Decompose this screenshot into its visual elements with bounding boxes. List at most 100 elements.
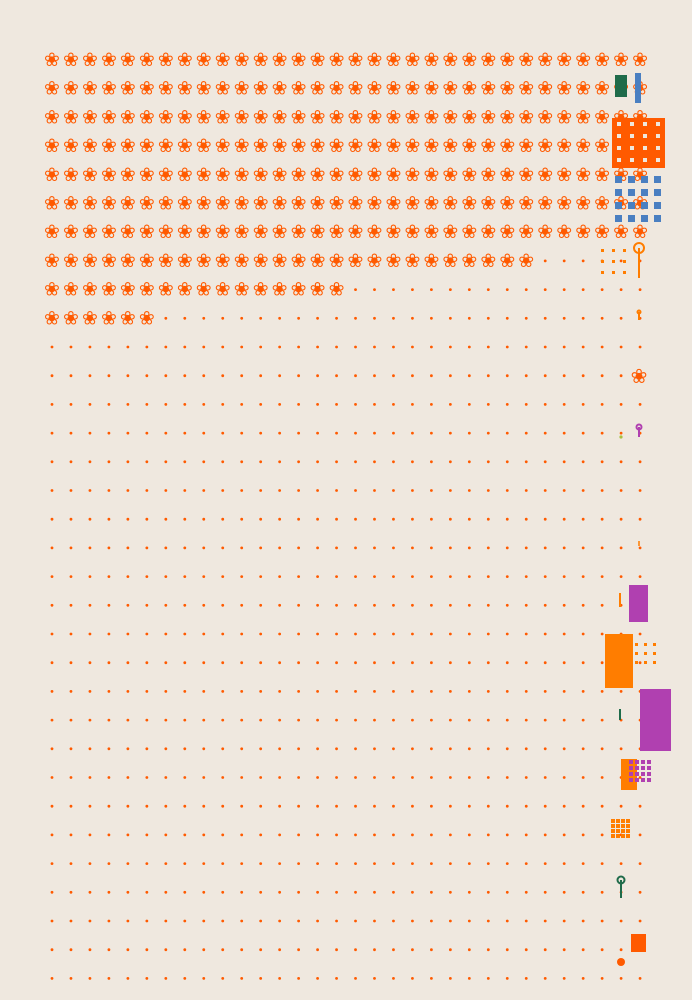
flower-glyph: ❀	[348, 78, 364, 100]
flower-glyph: ❀	[63, 164, 79, 186]
grid-dot	[411, 288, 414, 291]
flower-glyph: ❀	[291, 164, 307, 186]
flower-glyph: ❀	[291, 78, 307, 100]
grid-dot	[240, 460, 244, 464]
flower-glyph: ❀	[177, 193, 193, 215]
flower-glyph: ❀	[367, 78, 383, 100]
grid-dot	[486, 632, 490, 636]
flower-glyph: ❀	[215, 164, 231, 186]
flower-glyph: ❀	[272, 164, 288, 186]
grid-dot	[448, 804, 452, 808]
flower-glyph: ❀	[253, 193, 269, 215]
grid-dot	[373, 575, 376, 578]
grid-dot	[505, 345, 509, 349]
flower-glyph: ❀	[442, 78, 458, 100]
grid-dot	[448, 718, 452, 722]
grid-dot	[411, 489, 414, 492]
grid-dot	[524, 661, 528, 665]
grid-dot	[183, 747, 187, 751]
grid-dot	[126, 403, 130, 406]
flower-glyph: ❀	[120, 78, 136, 100]
grid-dot	[505, 776, 509, 779]
mark-dot	[616, 819, 620, 823]
grid-dot	[259, 919, 263, 923]
mark-dot	[615, 176, 622, 183]
flower-glyph: ❀	[385, 250, 401, 272]
flower-glyph: ❀	[461, 221, 477, 243]
mark-dot	[641, 202, 648, 209]
grid-dot	[69, 575, 73, 578]
grid-dot	[505, 718, 509, 722]
mark-dot	[641, 778, 645, 782]
grid-dot	[335, 603, 338, 607]
mark-dot	[635, 772, 639, 776]
flower-glyph: ❀	[499, 250, 515, 272]
flower-glyph: ❀	[385, 106, 401, 128]
grid-dot	[335, 489, 338, 492]
flower-glyph: ❀	[404, 250, 420, 272]
grid-dot	[107, 833, 111, 837]
grid-dot	[50, 776, 54, 779]
flower-glyph: ❀	[196, 279, 212, 301]
grid-dot	[638, 345, 642, 349]
flower-glyph: ❀	[234, 221, 250, 243]
grid-dot	[581, 403, 585, 406]
grid-dot	[297, 546, 301, 550]
grid-dot	[562, 862, 566, 865]
grid-dot	[505, 431, 509, 435]
flower-glyph: ❀	[139, 135, 155, 157]
grid-dot	[88, 747, 92, 751]
grid-dot	[430, 804, 433, 808]
grid-dot	[259, 575, 263, 578]
flower-glyph: ❀	[575, 135, 591, 157]
grid-dot	[126, 575, 130, 578]
grid-dot	[240, 517, 244, 521]
flower-glyph: ❀	[404, 49, 420, 71]
grid-dot	[373, 460, 376, 464]
flower-glyph: ❀	[101, 307, 117, 329]
grid-dot	[448, 747, 452, 751]
grid-dot	[392, 690, 395, 693]
grid-dot	[88, 718, 92, 722]
grid-dot	[240, 374, 244, 378]
grid-dot	[524, 948, 528, 952]
grid-dot	[373, 374, 376, 378]
flower-glyph: ❀	[158, 221, 174, 243]
grid-dot	[486, 603, 490, 607]
grid-dot	[50, 804, 54, 808]
flower-glyph: ❀	[385, 78, 401, 100]
grid-dot	[50, 575, 54, 578]
grid-dot	[164, 804, 168, 808]
grid-dot	[221, 374, 225, 378]
grid-dot	[126, 460, 130, 464]
mark-block-dot	[630, 134, 634, 138]
grid-dot	[126, 833, 130, 837]
grid-dot	[69, 718, 73, 722]
grid-dot	[297, 316, 301, 320]
flower-glyph: ❀	[177, 135, 193, 157]
grid-dot	[50, 919, 54, 923]
mark-dot	[635, 643, 638, 646]
grid-dot	[373, 632, 376, 636]
flower-glyph: ❀	[480, 193, 496, 215]
grid-dot	[202, 489, 206, 492]
grid-dot	[430, 431, 433, 435]
mark-dot	[616, 834, 620, 838]
grid-dot	[50, 977, 54, 980]
flower-glyph: ❀	[139, 221, 155, 243]
grid-dot	[202, 948, 206, 952]
mark-flower: ❀	[631, 364, 648, 388]
grid-dot	[107, 603, 111, 607]
grid-dot	[316, 948, 319, 952]
grid-dot	[183, 690, 187, 693]
grid-dot	[335, 862, 338, 865]
grid-dot	[202, 632, 206, 636]
grid-dot	[600, 661, 604, 665]
grid-dot	[278, 489, 282, 492]
grid-dot	[164, 374, 168, 378]
grid-dot	[221, 489, 225, 492]
mark-block	[629, 585, 648, 622]
grid-dot	[430, 403, 433, 406]
grid-dot	[486, 489, 490, 492]
grid-dot	[600, 833, 604, 837]
